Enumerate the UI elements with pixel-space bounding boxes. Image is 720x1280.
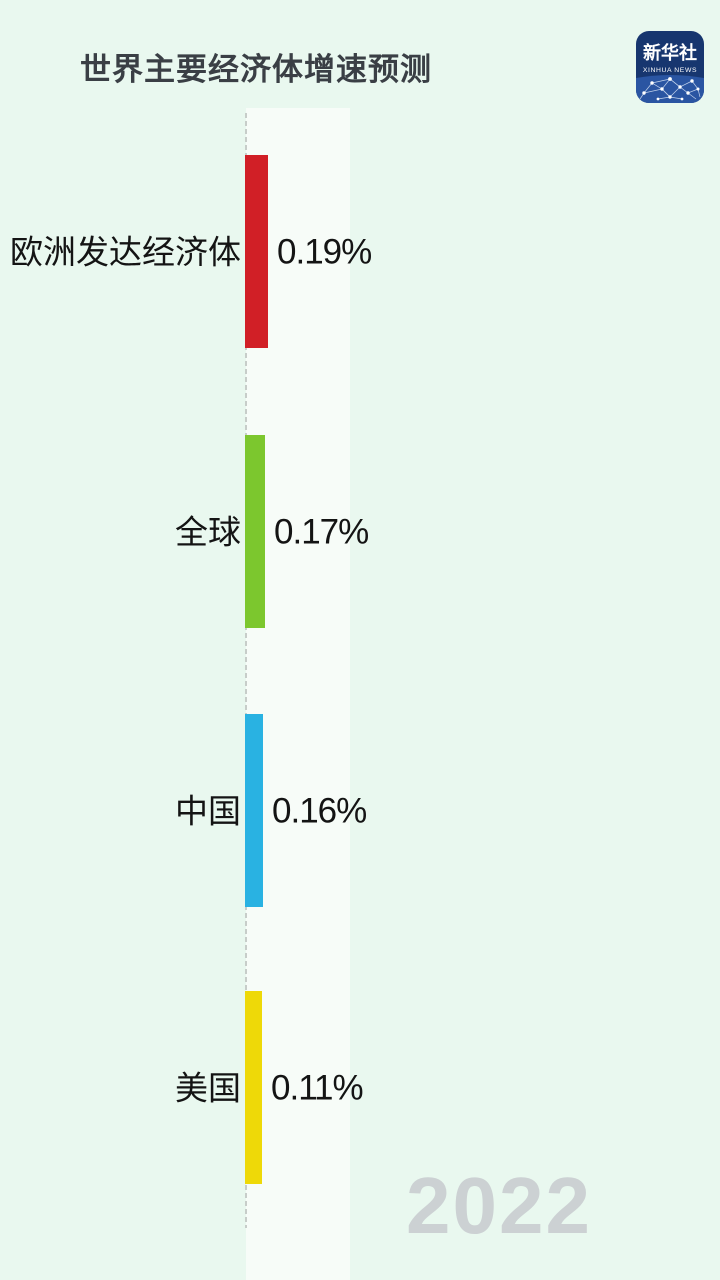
xinhua-logo-icon: 新华社 XINHUA NEWS — [636, 31, 704, 103]
xinhua-news-logo: 新华社 XINHUA NEWS — [636, 31, 704, 103]
year-watermark: 2022 — [406, 1161, 592, 1250]
logo-en-text: XINHUA NEWS — [643, 67, 697, 74]
category-label: 欧洲发达经济体 — [10, 233, 241, 270]
chart-baseline-axis — [245, 113, 247, 1228]
bar-europe — [245, 155, 268, 348]
category-label: 中国 — [175, 792, 241, 829]
network-nodes — [642, 77, 700, 101]
value-label: 0.11% — [271, 1068, 364, 1107]
bar-global — [245, 435, 265, 628]
page-title: 世界主要经济体增速预测 — [80, 52, 432, 87]
logo-cn-text: 新华社 — [643, 42, 697, 63]
value-label: 0.17% — [274, 512, 369, 551]
chart-row: 美国 0.11% — [0, 991, 720, 1184]
bar-china — [245, 714, 263, 907]
chart-row: 欧洲发达经济体 0.19% — [0, 155, 720, 348]
chart-row: 中国 0.16% — [0, 714, 720, 907]
value-label: 0.16% — [272, 791, 367, 830]
chart-row: 全球 0.17% — [0, 435, 720, 628]
category-label: 美国 — [175, 1069, 241, 1106]
bar-usa — [245, 991, 262, 1184]
value-label: 0.19% — [277, 232, 372, 271]
category-label: 全球 — [175, 513, 241, 550]
